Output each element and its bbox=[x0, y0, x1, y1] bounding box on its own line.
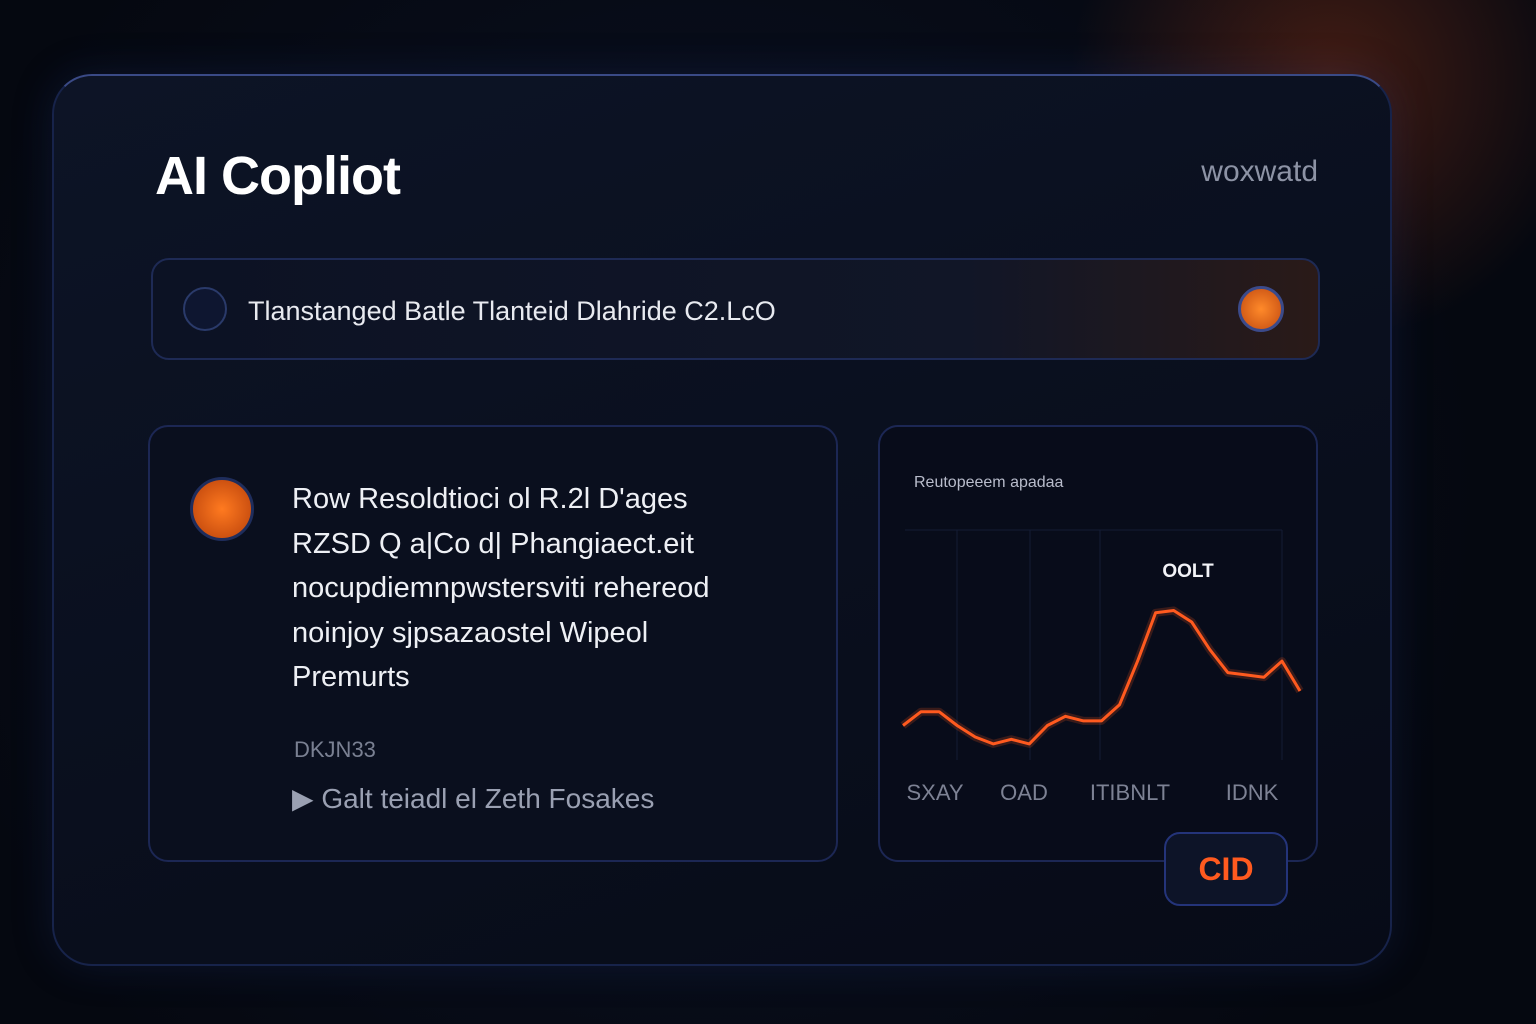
search-icon bbox=[183, 287, 227, 331]
link-text: Galt teiadl el Zeth Fosakes bbox=[321, 783, 655, 814]
card-line: Row Resoldtioci ol R.2l D'ages bbox=[292, 483, 688, 515]
assistant-button[interactable] bbox=[1238, 286, 1284, 332]
card-link[interactable]: ▶ Galt teiadl el Zeth Fosakes bbox=[292, 783, 655, 814]
card-line: Premurts bbox=[292, 661, 410, 693]
result-card: Row Resoldtioci ol R.2l D'ages RZSD Q a|… bbox=[148, 425, 838, 862]
chart-card bbox=[878, 425, 1318, 862]
data-line bbox=[902, 609, 1302, 746]
search-text: Tlanstanged Batle Tlanteid Dlahride C2.L… bbox=[248, 296, 776, 326]
card-line: RZSD Q a|Co d| Phangiaect.eit bbox=[292, 527, 694, 560]
card-icon bbox=[190, 477, 254, 541]
chart-title: Reutopeeem apadaa bbox=[914, 474, 1064, 491]
glow-line bbox=[900, 606, 1304, 748]
x-axis-label: OAD bbox=[1000, 780, 1048, 805]
card-meta: DKJN33 bbox=[294, 737, 376, 762]
card-line: nocupdiemnpwstersviti rehereod bbox=[292, 572, 710, 604]
search-bar[interactable]: Tlanstanged Batle Tlanteid Dlahride C2.L… bbox=[151, 258, 1320, 360]
x-axis-label: SXAY bbox=[906, 780, 963, 805]
annotation: OOLT bbox=[1162, 561, 1214, 582]
x-axis-label: IDNK bbox=[1226, 780, 1279, 805]
header-link[interactable]: woxwatd bbox=[1201, 155, 1318, 188]
x-axis-label: ITIBNLT bbox=[1090, 780, 1170, 805]
title: AI Copliot bbox=[155, 146, 401, 206]
action-button[interactable]: CID bbox=[1164, 832, 1288, 906]
card-line: noinjoy sjpsazaostel Wipeol bbox=[292, 616, 649, 649]
card-text: Row Resoldtioci ol R.2l D'ages RZSD Q a|… bbox=[292, 477, 710, 700]
